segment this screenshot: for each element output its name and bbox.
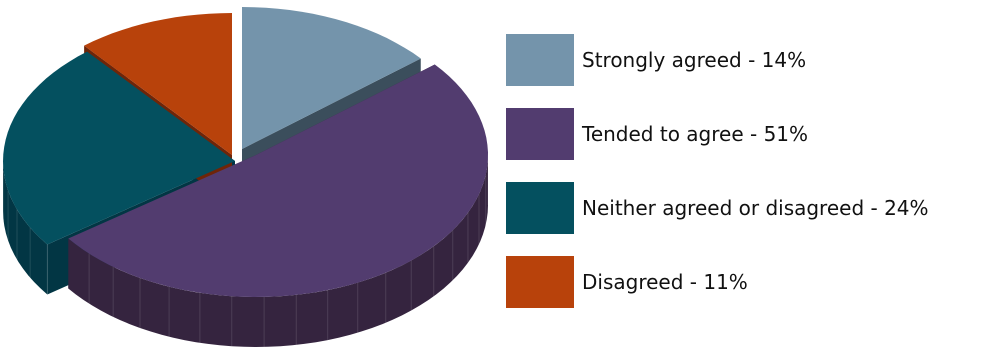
legend-item-strongly-agreed: Strongly agreed - 14% <box>506 34 976 86</box>
legend-item-disagreed: Disagreed - 11% <box>506 256 976 308</box>
slice-top-disagreed <box>84 13 232 155</box>
legend-label-neither: Neither agreed or disagreed - 24% <box>582 196 929 220</box>
legend-item-tended-to-agree: Tended to agree - 51% <box>506 108 976 160</box>
slice-top-neither <box>3 51 235 245</box>
legend-swatch-strongly-agreed <box>506 34 574 86</box>
slice-side-tended-to-agree-0 <box>68 155 489 347</box>
legend-label-tended-to-agree: Tended to agree - 51% <box>582 122 809 146</box>
slice-top-strongly-agreed <box>242 7 421 149</box>
legend-swatch-disagreed <box>506 256 574 308</box>
legend-item-neither: Neither agreed or disagreed - 24% <box>506 182 976 234</box>
slice-top-tended-to-agree <box>68 64 489 297</box>
legend-swatch-neither <box>506 182 574 234</box>
legend-label-strongly-agreed: Strongly agreed - 14% <box>582 48 807 72</box>
legend-label-disagreed: Disagreed - 11% <box>582 270 748 294</box>
slice-side-neither-0 <box>3 161 48 295</box>
legend-swatch-tended-to-agree <box>506 108 574 160</box>
